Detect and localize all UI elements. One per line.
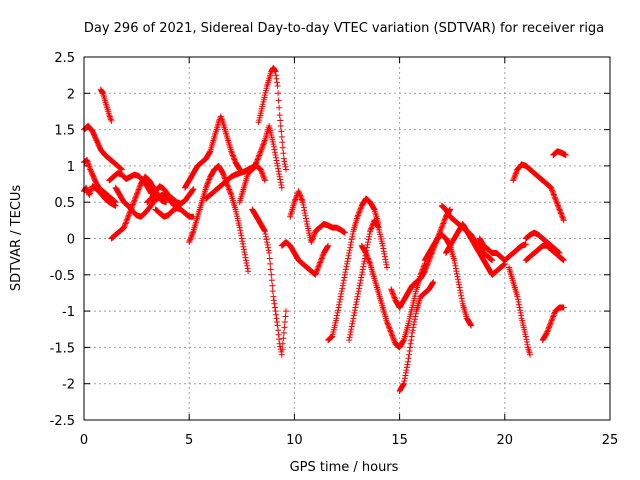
- data-point-markers: [442, 221, 508, 278]
- series-arc-15: [249, 206, 289, 358]
- data-point-markers: [278, 239, 332, 278]
- data-point-markers: [112, 184, 178, 220]
- data-point-markers: [249, 206, 289, 358]
- data-point-markers: [510, 161, 567, 224]
- series-arc-26: [476, 235, 529, 264]
- chart-title: Day 296 of 2021, Sidereal Day-to-day VTE…: [84, 21, 604, 36]
- series-arc-22: [396, 279, 437, 394]
- y-tick-label: 1.5: [54, 124, 75, 139]
- series-arc-31: [539, 304, 567, 344]
- y-tick-label: -0.5: [50, 269, 75, 284]
- axis-ticks: 0 5 10 15 20 25 -2.5 -2 -1.5 -1 -0.5 0 0.5 1 1.5 2 2.5: [50, 51, 619, 448]
- data-point-markers: [396, 279, 437, 394]
- data-point-markers: [182, 113, 243, 191]
- series-arc-17: [287, 188, 348, 246]
- data-point-markers: [255, 64, 289, 173]
- data-point-markers: [550, 148, 569, 158]
- data-point-markers: [144, 183, 197, 207]
- x-tick-label: 0: [80, 433, 88, 448]
- x-tick-label: 10: [286, 433, 303, 448]
- data-point-markers: [106, 170, 155, 197]
- data-point-markers: [522, 229, 563, 256]
- y-tick-label: -1.5: [50, 341, 75, 356]
- x-tick-label: 20: [497, 433, 514, 448]
- y-tick-label: 2: [67, 87, 75, 102]
- series-arc-32: [550, 148, 569, 158]
- x-axis-label: GPS time / hours: [290, 460, 399, 475]
- series-arc-16: [278, 239, 332, 278]
- series-arc-25: [442, 221, 508, 278]
- series-arc-18: [325, 195, 382, 344]
- y-tick-label: -1: [62, 305, 75, 320]
- series-arc-09: [152, 205, 197, 220]
- series-arc-07: [112, 184, 178, 220]
- x-tick-label: 5: [185, 433, 193, 448]
- y-tick-label: 1: [67, 160, 75, 175]
- series-arc-06: [106, 170, 155, 197]
- data-point-markers: [236, 123, 285, 206]
- data-point-markers: [539, 304, 567, 344]
- series-arc-14: [255, 64, 289, 173]
- data-point-markers: [287, 188, 348, 246]
- data-point-markers: [506, 264, 533, 358]
- data-point-markers: [325, 195, 382, 344]
- y-tick-label: 0: [67, 233, 75, 248]
- data-layer: [81, 64, 569, 394]
- x-tick-label: 15: [391, 433, 408, 448]
- series-arc-11: [186, 162, 252, 275]
- series-arc-13: [236, 123, 285, 206]
- series-arc-08: [144, 183, 197, 207]
- data-point-markers: [152, 205, 197, 220]
- y-tick-label: 0.5: [54, 196, 75, 211]
- data-point-markers: [476, 235, 529, 264]
- y-tick-label: -2: [62, 378, 75, 393]
- x-tick-label: 25: [602, 433, 619, 448]
- series-arc-29: [522, 242, 567, 264]
- series-arc-28: [510, 161, 567, 224]
- data-point-markers: [522, 242, 567, 264]
- data-point-markers: [186, 162, 252, 275]
- y-tick-label: 2.5: [54, 51, 75, 66]
- data-point-markers: [97, 86, 115, 124]
- series-arc-27: [506, 264, 533, 358]
- y-tick-label: -2.5: [50, 414, 75, 429]
- plot-frame: [83, 56, 611, 421]
- series-arc-04: [97, 86, 115, 124]
- series-arc-30: [522, 229, 563, 256]
- series-arc-10: [182, 113, 243, 191]
- y-axis-label: SDTVAR / TECUs: [9, 185, 24, 292]
- grid: [84, 57, 610, 420]
